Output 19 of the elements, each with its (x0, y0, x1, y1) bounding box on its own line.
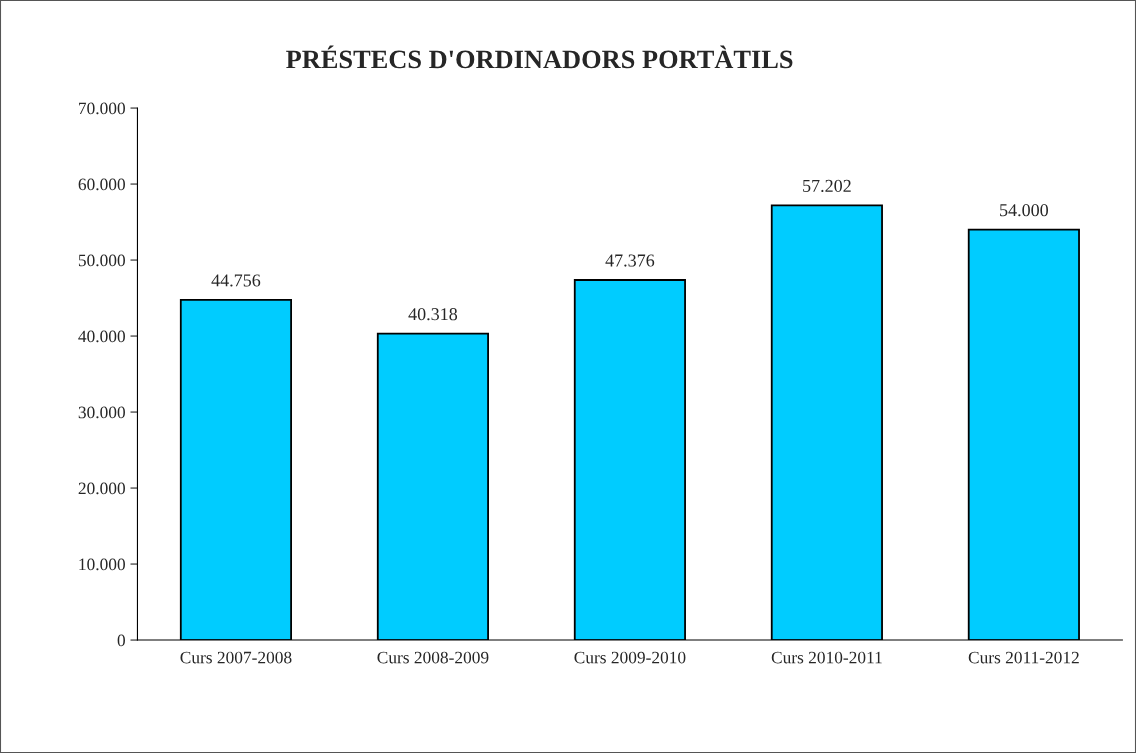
chart-title: PRÉSTECS D'ORDINADORS PORTÀTILS (286, 45, 793, 69)
x-tick-label: Curs 2010-2011 (771, 651, 882, 664)
data-label: 57.202 (803, 179, 851, 193)
y-tick-label: 60.000 (78, 178, 125, 191)
data-label: 47.376 (605, 254, 655, 267)
data-label: 54.000 (1000, 204, 1049, 217)
y-tick-label: 20.000 (78, 482, 125, 495)
data-label: 40.318 (408, 308, 458, 321)
x-tick-label: Curs 2007-2008 (180, 651, 292, 664)
y-tick-label: 50.000 (78, 254, 125, 267)
y-tick-label: 10.000 (79, 558, 125, 571)
y-tick-label: 40.000 (78, 330, 125, 343)
x-tick-label: Curs 2008-2009 (377, 651, 489, 664)
y-tick-label: 70.000 (79, 102, 125, 115)
y-tick-label: 0 (117, 634, 125, 647)
x-tick-label: Curs 2009-2010 (574, 651, 686, 664)
y-tick-label: 30.000 (78, 406, 125, 419)
x-tick-label: Curs 2011-2012 (968, 651, 1079, 664)
data-label: 44.756 (211, 274, 261, 287)
